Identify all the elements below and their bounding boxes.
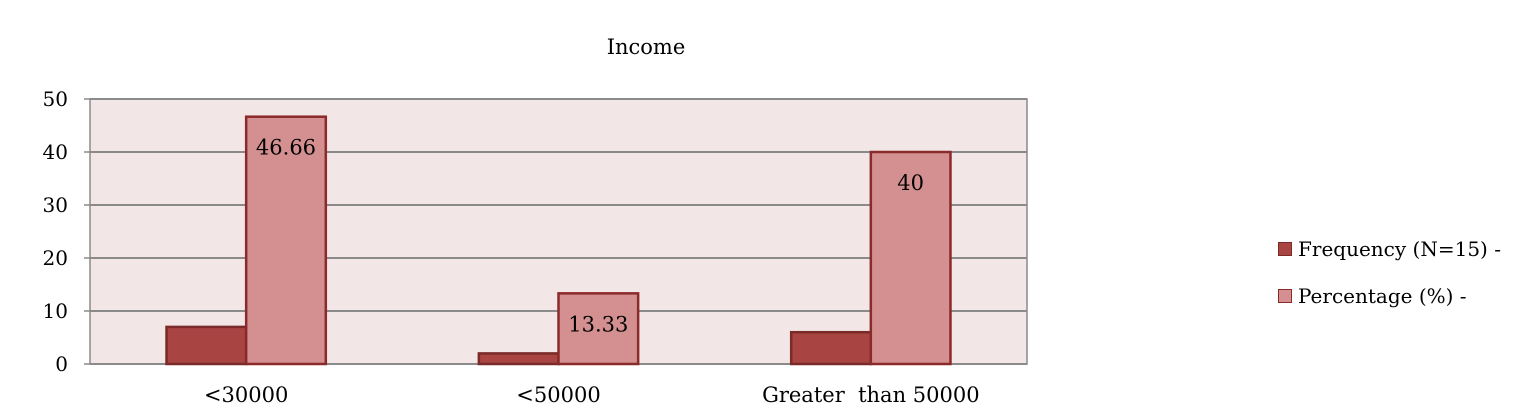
data-label: 40 xyxy=(897,171,924,195)
legend-label-frequency: Frequency (N=15) - xyxy=(1298,237,1501,261)
data-label: 13.33 xyxy=(568,312,628,336)
data-label: 46.66 xyxy=(256,136,316,160)
bar-percentage xyxy=(557,292,640,366)
legend-label-percentage: Percentage (%) - xyxy=(1298,284,1467,308)
bar-frequency xyxy=(477,352,560,366)
y-tick-label: 30 xyxy=(43,193,68,217)
bar-percentage xyxy=(869,150,952,366)
x-tick-label: Greater than 50000 xyxy=(762,383,980,407)
x-tick-label: <30000 xyxy=(204,383,288,407)
y-tick-label: 50 xyxy=(43,87,68,111)
legend-swatch-frequency xyxy=(1278,242,1292,256)
y-tick-label: 20 xyxy=(43,246,68,270)
legend-swatch-percentage xyxy=(1278,289,1292,303)
legend: Frequency (N=15) - Percentage (%) - xyxy=(1278,234,1501,328)
x-tick-label: <50000 xyxy=(516,383,600,407)
y-tick-label: 0 xyxy=(55,352,68,376)
y-tick-label: 40 xyxy=(43,140,68,164)
bar-percentage xyxy=(244,115,328,366)
bar-frequency xyxy=(165,325,248,366)
legend-item-percentage: Percentage (%) - xyxy=(1278,281,1501,311)
bar-frequency xyxy=(789,330,873,366)
y-tick-label: 10 xyxy=(43,299,68,323)
legend-item-frequency: Frequency (N=15) - xyxy=(1278,234,1501,264)
chart-title: Income xyxy=(607,35,686,59)
